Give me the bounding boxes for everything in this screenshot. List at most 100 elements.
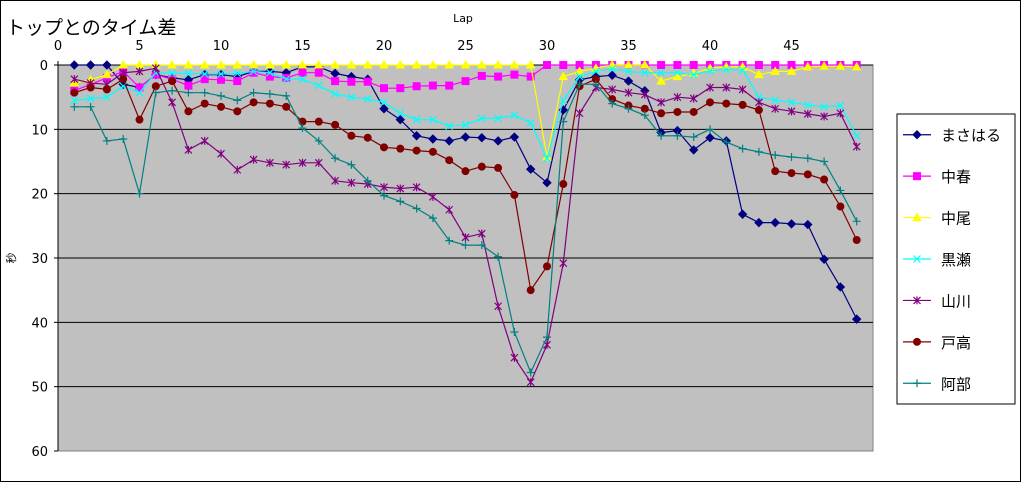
data-point — [738, 144, 747, 153]
data-point — [624, 67, 633, 76]
data-point — [803, 154, 812, 163]
y-tick-label: 0 — [40, 59, 48, 74]
data-point — [803, 219, 813, 230]
data-point — [168, 98, 177, 107]
data-point — [380, 183, 388, 192]
data-point — [771, 104, 780, 113]
data-point — [754, 61, 763, 69]
data-point — [281, 59, 292, 69]
data-point — [363, 77, 372, 86]
data-point — [248, 59, 259, 69]
data-point — [331, 120, 340, 129]
data-point — [444, 59, 455, 69]
data-point — [526, 378, 535, 387]
data-point — [396, 84, 405, 93]
data-point — [525, 59, 536, 69]
legend-item: 戸高 — [903, 334, 971, 352]
data-point — [657, 98, 666, 107]
legend-label: 戸高 — [941, 334, 971, 352]
data-point — [526, 118, 535, 127]
data-point — [852, 142, 861, 151]
data-point — [754, 106, 763, 115]
legend-label: 阿部 — [941, 375, 971, 393]
data-point — [412, 82, 421, 91]
data-point — [135, 189, 144, 198]
data-point — [575, 72, 584, 81]
data-point — [852, 235, 861, 244]
data-point — [330, 59, 340, 69]
data-point — [477, 114, 486, 123]
legend-marker — [912, 130, 922, 140]
data-point — [282, 91, 291, 100]
legend-label: 中春 — [941, 168, 971, 186]
data-point — [673, 131, 682, 140]
data-point — [396, 144, 405, 153]
data-point — [282, 102, 291, 111]
data-point — [395, 59, 406, 69]
data-point — [820, 157, 829, 166]
data-point — [591, 80, 600, 89]
data-point — [151, 88, 160, 97]
data-point — [184, 69, 193, 78]
data-point — [558, 71, 569, 81]
data-point — [608, 99, 617, 108]
legend-item: 中春 — [903, 168, 971, 186]
data-point — [608, 64, 617, 73]
legend-marker — [913, 172, 921, 181]
data-point — [200, 136, 209, 145]
data-point — [265, 59, 275, 69]
data-point — [184, 145, 193, 154]
data-point — [428, 134, 438, 144]
data-point — [526, 368, 535, 377]
data-point — [445, 122, 454, 131]
data-point — [347, 160, 356, 169]
series-6 — [70, 75, 861, 295]
data-point — [493, 59, 503, 69]
data-point — [347, 77, 356, 86]
data-point — [331, 176, 340, 185]
data-point — [706, 98, 714, 107]
data-point — [282, 75, 291, 84]
data-point — [380, 191, 388, 200]
data-point — [820, 112, 829, 121]
data-point — [657, 68, 666, 77]
data-point — [167, 59, 177, 69]
data-point — [118, 59, 129, 69]
data-point — [412, 115, 421, 124]
data-point — [477, 229, 486, 238]
data-point — [183, 59, 194, 69]
data-point — [706, 66, 714, 75]
data-point — [396, 197, 405, 206]
data-point — [216, 59, 226, 69]
data-point — [803, 100, 812, 109]
data-point — [412, 146, 421, 155]
legend-item: 中尾 — [903, 210, 971, 228]
plot-area: 0 10 20 30 40 50 60 0 5 10 15 20 25 30 35 40 45 — [31, 39, 874, 460]
legend-label: 山川 — [941, 292, 971, 310]
data-point — [445, 156, 454, 165]
data-point — [102, 69, 112, 79]
data-point — [624, 104, 633, 113]
data-point — [86, 102, 95, 111]
data-point — [249, 98, 258, 107]
data-point — [477, 71, 486, 80]
data-point — [559, 61, 568, 69]
data-point — [835, 282, 846, 292]
data-point — [787, 152, 796, 161]
data-point — [820, 102, 829, 111]
data-point — [331, 154, 340, 163]
data-point — [428, 192, 437, 201]
data-point — [200, 70, 209, 78]
data-point — [461, 167, 470, 176]
data-point — [233, 107, 242, 116]
data-point — [543, 262, 551, 271]
data-point — [314, 158, 323, 167]
data-point — [802, 61, 813, 71]
data-point — [86, 83, 95, 92]
data-point — [70, 88, 79, 97]
data-point — [70, 96, 79, 105]
data-point — [233, 165, 242, 174]
legend-label: 黒瀬 — [941, 251, 971, 269]
data-point — [803, 170, 812, 179]
